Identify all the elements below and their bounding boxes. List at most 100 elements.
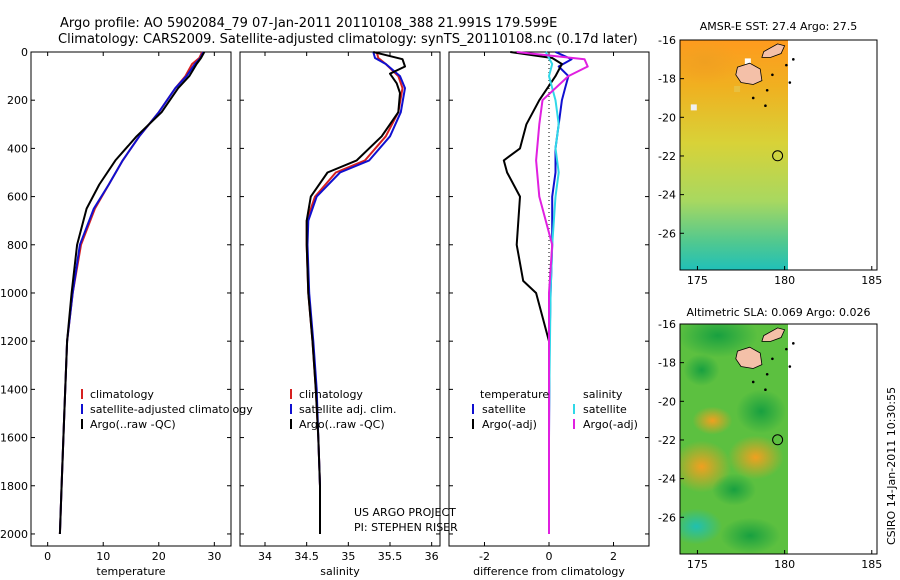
- legend-entry: climatology: [299, 388, 363, 401]
- legend-entry: satellite adj. clim.: [299, 403, 396, 416]
- panel-frame-temperature: [30, 51, 232, 547]
- map-title-sst: AMSR-E SST: 27.4 Argo: 27.5: [700, 20, 858, 33]
- x-axis-label-difference: difference from climatology: [473, 565, 625, 578]
- small-island: [771, 357, 774, 361]
- argo-profile-marker: [772, 150, 784, 162]
- argo-profile-marker: [772, 434, 784, 446]
- lon-tick-label: 175: [687, 274, 708, 287]
- y-tick-label: 0: [21, 46, 28, 59]
- small-island: [792, 342, 795, 345]
- small-island: [765, 372, 769, 376]
- panel-frame-salinity: [239, 51, 441, 547]
- small-island: [785, 63, 788, 67]
- viti-levu-island: [735, 62, 763, 85]
- lon-tick-label: 180: [774, 274, 795, 287]
- credit-timestamp: CSIRO 14-Jan-2011 10:30:55: [885, 387, 898, 545]
- x-tick-label: 2: [610, 550, 617, 563]
- map-frame: [679, 39, 878, 271]
- sst-pixel: [734, 86, 741, 92]
- small-island: [764, 388, 767, 392]
- series-climatology: [305, 51, 404, 534]
- legend-entry: Argo(-adj): [482, 418, 537, 431]
- lat-tick-label: -26: [658, 227, 676, 240]
- lat-tick-label: -24: [658, 189, 676, 202]
- map-title-sla: Altimetric SLA: 0.069 Argo: 0.026: [686, 306, 870, 319]
- map-sst: AMSR-E SST: 27.4 Argo: 27.5 175 180 185 -16 -…: [658, 20, 882, 287]
- x-tick-label: -2: [479, 550, 490, 563]
- lat-tick-label: -18: [658, 73, 676, 86]
- series-temperature-satellite: [548, 51, 573, 534]
- y-tick-label: 1800: [0, 480, 28, 493]
- x-tick-label: 36: [425, 550, 439, 563]
- lat-tick-label: -22: [658, 434, 676, 447]
- sla-anomaly: [720, 517, 781, 554]
- y-tick-label: 200: [7, 94, 28, 107]
- lon-tick-label: 180: [774, 558, 795, 571]
- small-island: [765, 88, 769, 92]
- lon-tick-label: 185: [861, 274, 882, 287]
- series-temperature-argo-adj: [502, 51, 563, 534]
- x-tick-label: 34: [258, 550, 272, 563]
- x-tick-label: 34.5: [294, 550, 319, 563]
- series-argo-raw-qc: [58, 51, 206, 535]
- y-tick-label: 2000: [0, 528, 28, 541]
- series-salinity-argo-adj: [516, 51, 589, 534]
- sla-anomaly: [727, 435, 784, 480]
- sst-pixel: [744, 58, 751, 65]
- x-axis-label-temperature: temperature: [96, 565, 165, 578]
- small-island: [788, 81, 792, 84]
- legend-entry: satellite-adjusted climatology: [90, 403, 253, 416]
- panel-salinity: 34 34.5 35 35.5 36 salinity climatology satelli…: [239, 51, 441, 578]
- x-tick-label: 0: [546, 550, 553, 563]
- lat-tick-label: -18: [658, 357, 676, 370]
- map-sla: Altimetric SLA: 0.069 Argo: 0.026 175 180 1…: [658, 306, 882, 571]
- x-tick-label: 10: [96, 550, 110, 563]
- figure-title-line1: Argo profile: AO 5902084_79 07-Jan-2011 …: [60, 16, 557, 31]
- series-satellite-adjusted-climatology: [58, 51, 205, 535]
- legend-title-temperature: temperature: [480, 388, 549, 401]
- small-island: [788, 365, 792, 368]
- map-field-sla: [680, 324, 788, 554]
- series-salinity-satellite: [544, 51, 560, 534]
- lat-tick-label: -16: [658, 318, 676, 331]
- legend-entry: climatology: [90, 388, 154, 401]
- viti-levu-island: [735, 346, 763, 369]
- lat-tick-label: -20: [658, 395, 676, 408]
- lat-tick-label: -22: [658, 150, 676, 163]
- lat-tick-label: -16: [658, 34, 676, 47]
- vanua-levu-island: [761, 43, 786, 58]
- legend-entry: satellite: [482, 403, 526, 416]
- legend-entry: Argo(..raw -QC): [90, 418, 176, 431]
- panel-temperature: 0 10 20 30 temperature 0 200 400 600 800 1000 1200 1…: [0, 46, 253, 578]
- y-tick-label: 800: [7, 239, 28, 252]
- x-tick-label: 20: [152, 550, 166, 563]
- x-tick-label: 0: [44, 550, 51, 563]
- project-name: US ARGO PROJECT: [354, 506, 456, 519]
- legend-entry: Argo(-adj): [583, 418, 638, 431]
- figure-title-line2: Climatology: CARS2009. Satellite-adjuste…: [58, 32, 638, 47]
- lat-tick-label: -20: [658, 111, 676, 124]
- sla-anomaly: [680, 324, 758, 358]
- small-island: [785, 347, 788, 351]
- series-argo-raw-qc: [305, 51, 406, 534]
- small-island: [764, 104, 767, 108]
- small-island: [751, 380, 755, 384]
- sla-anomaly: [692, 406, 733, 435]
- y-tick-label: 1200: [0, 335, 28, 348]
- y-tick-label: 400: [7, 142, 28, 155]
- lon-tick-label: 185: [861, 558, 882, 571]
- legend-title-salinity: salinity: [583, 388, 623, 401]
- x-axis-label-salinity: salinity: [320, 565, 360, 578]
- vanua-levu-island: [761, 327, 786, 342]
- lat-tick-label: -26: [658, 511, 676, 524]
- lon-tick-label: 175: [687, 558, 708, 571]
- small-island: [771, 73, 774, 77]
- x-tick-label: 35: [341, 550, 355, 563]
- sla-anomaly: [683, 354, 720, 386]
- series-climatology: [58, 51, 204, 535]
- panel-difference: -2 0 2 difference from climatology temperatu…: [448, 51, 650, 578]
- y-tick-label: 1400: [0, 383, 28, 396]
- y-tick-label: 600: [7, 191, 28, 204]
- lat-tick-label: -24: [658, 473, 676, 486]
